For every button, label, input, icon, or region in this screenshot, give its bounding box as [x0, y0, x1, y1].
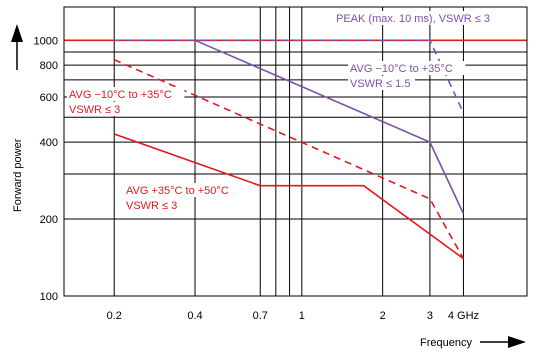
x-tick-label: 0.4 — [187, 310, 202, 322]
x-tick-labels: 0.2 0.4 0.7 1 2 3 4 GHz — [107, 310, 479, 322]
x-tick-label: 1 — [299, 310, 305, 322]
x-tick-label: 3 — [427, 310, 433, 322]
annotation-text: VSWR ≤ 3 — [126, 200, 177, 212]
annotation-text: AVG −10°C to +35°C — [350, 63, 453, 75]
x-axis-arrow-icon — [508, 336, 526, 348]
x-axis-label: Frequency — [420, 337, 472, 349]
annotation-bg — [334, 11, 509, 25]
y-tick-labels: 100 200 400 600 800 1000 — [34, 35, 58, 303]
series-line-2 — [194, 39, 465, 214]
y-axis-arrow-icon — [11, 24, 23, 42]
annotation-text: AVG −10°C to +35°C — [69, 89, 172, 101]
annotations: PEAK (max. 10 ms), VSWR ≤ 3 AVG −10°C to … — [67, 11, 509, 212]
grid — [64, 7, 527, 297]
plot-frame — [63, 6, 528, 297]
series-line-4 — [113, 133, 464, 260]
annotation-bg — [67, 87, 185, 101]
y-tick-label: 1000 — [34, 35, 58, 47]
series-line-3 — [113, 58, 465, 259]
annotation-bg — [348, 61, 466, 75]
y-tick-label: 100 — [40, 291, 58, 303]
annotation-text: VSWR ≤ 1.5 — [350, 78, 410, 90]
y-tick-label: 800 — [40, 60, 58, 72]
x-tick-label: 0.2 — [107, 310, 122, 322]
annotation-bg — [124, 183, 242, 197]
x-tick-label: 0.7 — [253, 310, 268, 322]
y-tick-label: 400 — [40, 137, 58, 149]
y-tick-label: 200 — [40, 214, 58, 226]
y-axis-label: Forward power — [12, 138, 24, 212]
annotation-text: AVG +35°C to +50°C — [126, 185, 229, 197]
annotation-text: PEAK (max. 10 ms), VSWR ≤ 3 — [336, 13, 490, 25]
x-tick-label: 4 GHz — [448, 310, 479, 322]
annotation-bg — [348, 76, 415, 90]
annotation-bg — [124, 198, 179, 212]
x-tick-label: 2 — [380, 310, 386, 322]
annotation-bg — [67, 102, 122, 116]
annotation-text: VSWR ≤ 3 — [69, 104, 120, 116]
y-tick-label: 600 — [40, 92, 58, 104]
series-lines — [113, 39, 465, 260]
series-line-1 — [114, 39, 465, 114]
